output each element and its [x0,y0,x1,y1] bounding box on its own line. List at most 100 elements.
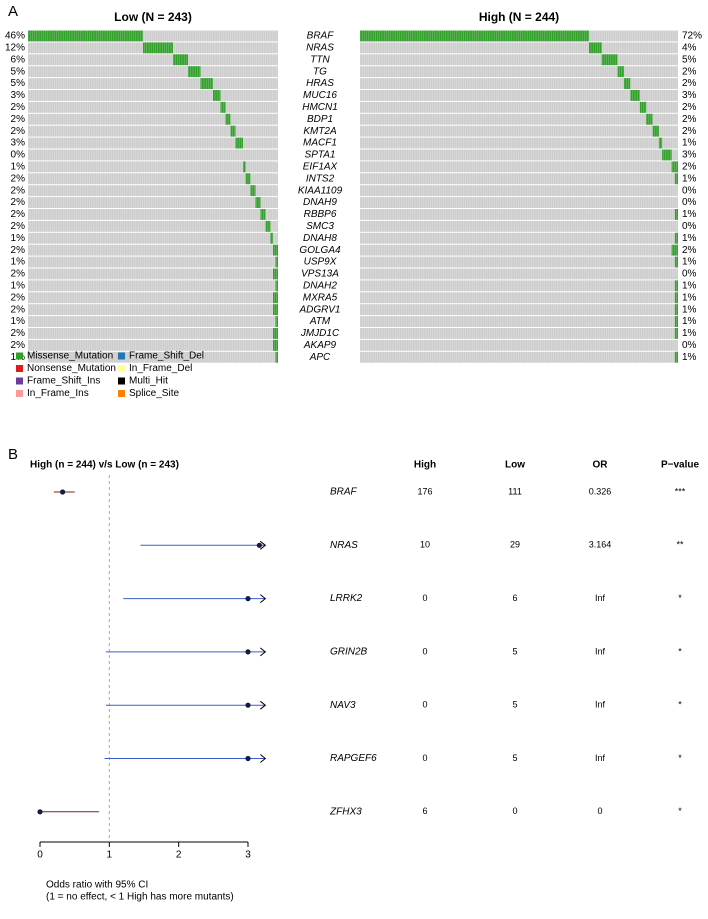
mutation-block [173,54,188,66]
or-point [60,489,66,495]
percent-label: 3% [11,90,26,101]
percent-label: 2% [11,102,26,113]
row-background [28,113,278,125]
percent-label: 2% [11,245,26,256]
percent-label: 2% [682,245,697,256]
gene-label: RAPGEF6 [330,753,377,764]
p-value: * [678,806,682,816]
mutation-block [273,328,278,339]
percent-label: 1% [682,173,697,184]
legend-label: Nonsense_Mutation [27,363,116,374]
gene-label: NRAS [306,42,334,53]
p-value: ** [676,540,684,550]
percent-label: 3% [11,138,26,149]
panel-label: B [8,446,18,463]
row-background [360,185,678,197]
high-count: 176 [417,486,432,496]
percent-label: 72% [682,31,702,42]
legend-label: Multi_Hit [129,376,168,387]
row-background [360,256,678,268]
gene-label: DNAH2 [303,280,337,291]
odds-ratio: 3.164 [589,540,612,550]
percent-label: 4% [682,42,697,53]
percent-label: 2% [682,102,697,113]
gene-label: ADGRV1 [299,304,341,315]
low-count: 6 [512,593,517,603]
mutation-block [243,161,246,173]
mutation-block [646,113,653,125]
percent-label: 1% [682,292,697,303]
gene-label: BRAF [307,31,335,42]
or-point [256,542,262,548]
legend-swatch [16,365,23,372]
percent-label: 1% [682,209,697,220]
row-background [360,161,678,173]
percent-label: 1% [11,161,26,172]
mutation-block [273,292,278,304]
row-background [28,304,278,316]
mutation-block [250,185,256,197]
column-header: High [414,460,436,471]
footnote: Odds ratio with 95% CI [46,880,148,891]
mutation-block [273,268,278,280]
percent-label: 1% [682,233,697,244]
x-tick-label: 2 [176,850,182,861]
row-background [28,137,278,149]
odds-ratio: 0.326 [589,486,612,496]
legend-swatch [16,352,23,360]
mutation-block [674,173,678,185]
row-background [28,125,278,137]
mutation-block [674,316,678,327]
percent-label: 1% [682,257,697,268]
mutation-block [674,304,678,316]
row-background [28,209,278,220]
mutation-block [28,30,143,42]
gene-label: SPTA1 [305,150,336,161]
gene-label: HMCN1 [302,102,338,113]
mutation-block [623,78,631,89]
gene-label: KIAA1109 [298,185,343,196]
gene-label: KMT2A [303,126,337,137]
row-background [28,78,278,89]
percent-label: 2% [11,221,26,232]
percent-label: 3% [682,90,697,101]
ci-arrow [260,754,267,763]
mutation-block [188,66,201,78]
mutation-block [255,197,261,208]
high-count: 0 [422,700,427,710]
percent-label: 1% [11,316,26,327]
forest-title: High (n = 244) v/s Low (n = 243) [30,460,179,471]
mutation-block [220,101,226,113]
row-background [28,351,278,363]
gene-label: ZFHX3 [329,806,362,817]
mutation-block [200,78,213,89]
row-background [28,280,278,292]
percent-label: 2% [682,114,697,125]
legend-swatch [118,377,125,385]
percent-label: 0% [682,185,697,196]
odds-ratio: Inf [595,593,606,603]
footnote: (1 = no effect, < 1 High has more mutant… [46,892,234,903]
gene-label: RBBP6 [304,209,337,220]
row-background [360,66,678,78]
or-point [37,809,43,815]
gene-label: MUC16 [303,90,337,101]
ci-arrow [260,540,267,550]
percent-label: 2% [682,66,697,77]
mutation-block [674,328,678,339]
percent-label: 1% [682,328,697,339]
gene-label: ATM [309,316,331,327]
percent-label: 2% [11,185,26,196]
row-background [360,316,678,327]
row-background [360,113,678,125]
gene-label: DNAH8 [303,233,337,244]
row-background [360,173,678,185]
gene-label: USP9X [304,257,337,268]
row-background [28,30,278,42]
percent-label: 2% [11,114,26,125]
odds-ratio: Inf [595,700,606,710]
gene-label: GOLGA4 [299,245,341,256]
row-background [28,90,278,101]
x-tick-label: 0 [37,850,43,861]
